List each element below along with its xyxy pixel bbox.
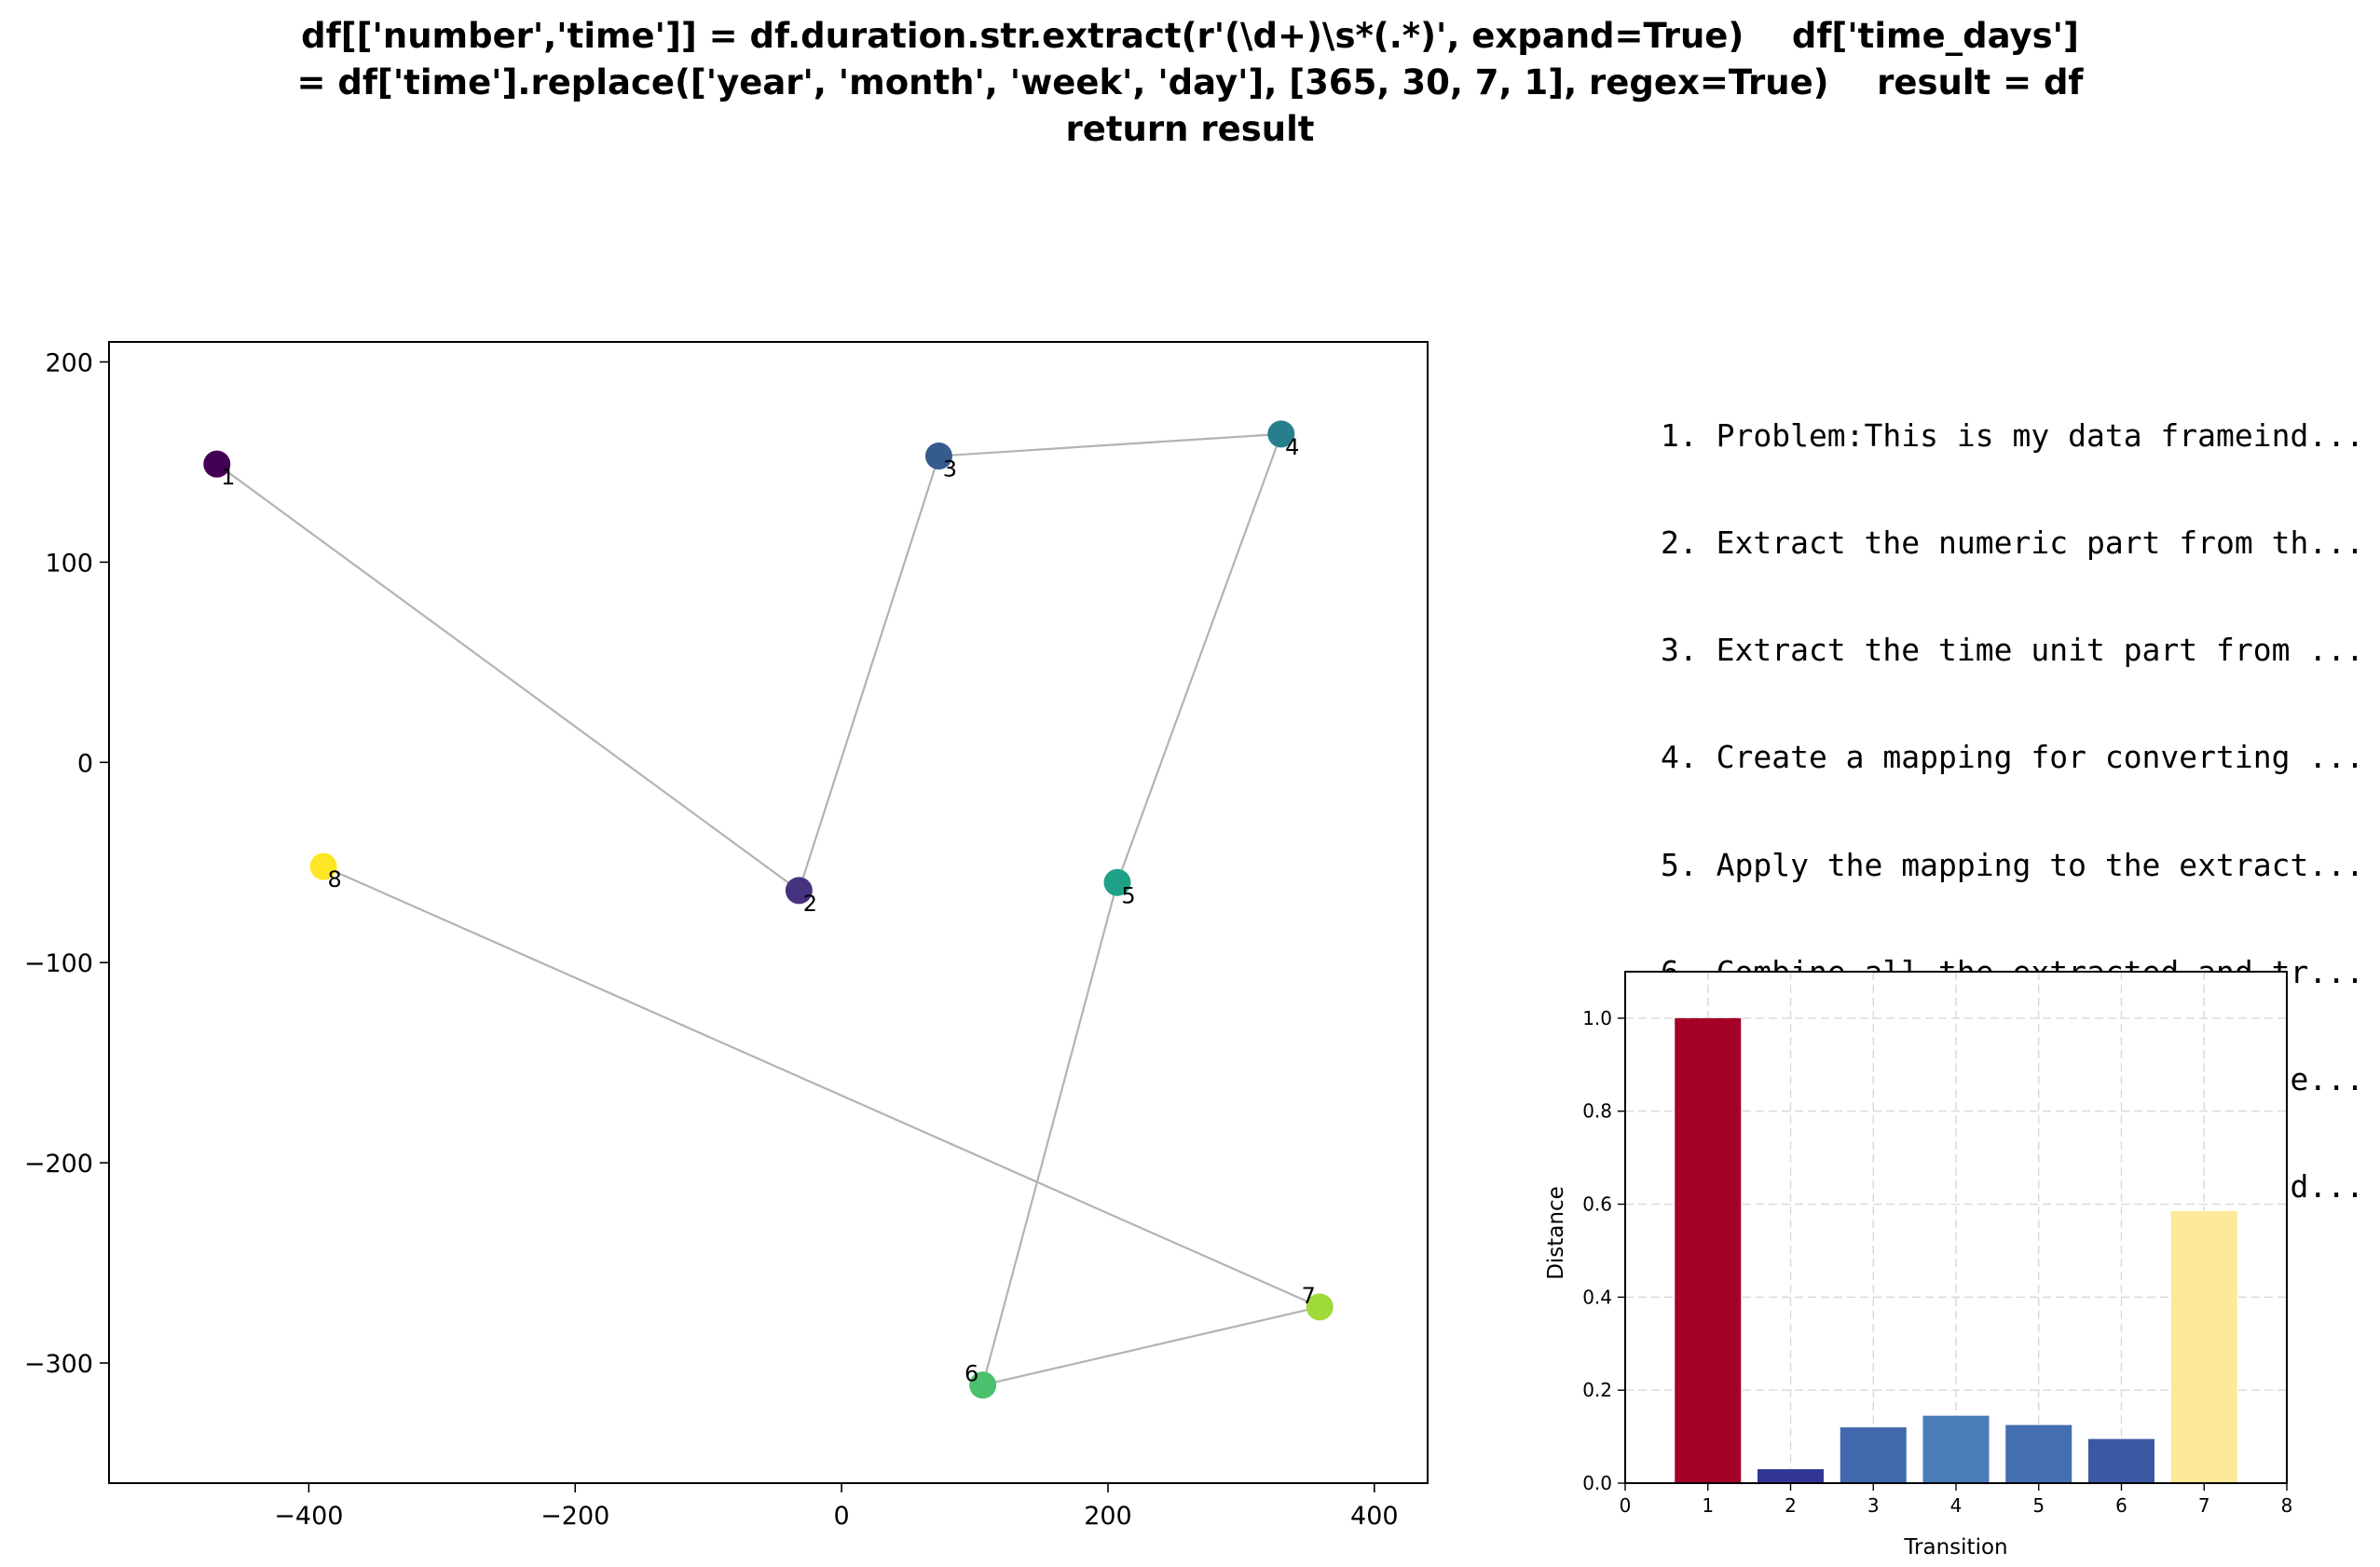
x-tick-label: 400 bbox=[1350, 1502, 1399, 1531]
point-label: 7 bbox=[1302, 1283, 1316, 1309]
point-label: 4 bbox=[1285, 434, 1299, 460]
y-tick-label: −300 bbox=[24, 1350, 93, 1379]
y-tick-label: 100 bbox=[45, 549, 93, 578]
x-tick-label: −400 bbox=[274, 1502, 343, 1531]
step-item: 4. Create a mapping for converting ... bbox=[1661, 739, 2364, 776]
point-marker bbox=[924, 443, 952, 470]
path-segment bbox=[981, 881, 1119, 1385]
figure-title-line: df[['number','time']] = df.duration.str.… bbox=[301, 16, 2079, 56]
x-tick-label: −200 bbox=[540, 1502, 609, 1531]
point-marker bbox=[1267, 420, 1295, 448]
step-item: 3. Extract the time unit part from ... bbox=[1661, 632, 2364, 669]
point-marker bbox=[309, 852, 337, 880]
path-segment bbox=[982, 1305, 1320, 1386]
point-label: 5 bbox=[1121, 882, 1135, 908]
path-segment bbox=[938, 432, 1281, 457]
point-marker bbox=[1306, 1293, 1334, 1321]
point-marker bbox=[785, 877, 813, 905]
step-item: 2. Extract the numeric part from th... bbox=[1661, 525, 2364, 562]
path-segment bbox=[322, 865, 1320, 1308]
point-marker bbox=[1103, 868, 1131, 896]
step-item: 1. Problem:This is my data frameind... bbox=[1661, 416, 2364, 454]
path-segment bbox=[798, 456, 940, 892]
point-label: 2 bbox=[803, 891, 817, 917]
point-label: 1 bbox=[221, 464, 235, 490]
x-tick-label: 200 bbox=[1084, 1502, 1132, 1531]
figure-title-line: = df['time'].replace(['year', 'month', '… bbox=[296, 62, 2084, 102]
point-marker bbox=[203, 450, 231, 478]
y-tick-label: −100 bbox=[24, 949, 93, 978]
step-item: 5. Apply the mapping to the extract... bbox=[1661, 846, 2364, 883]
figure-title-line: return result bbox=[1065, 109, 1315, 149]
point-label: 3 bbox=[943, 456, 957, 483]
x-tick-label: 0 bbox=[834, 1502, 850, 1531]
path-segment bbox=[1115, 433, 1282, 883]
path-segment bbox=[216, 463, 800, 892]
y-tick-label: 0 bbox=[77, 749, 93, 778]
plot-frame bbox=[108, 341, 1429, 1484]
y-tick-label: −200 bbox=[24, 1150, 93, 1179]
y-tick-label: 200 bbox=[45, 348, 93, 377]
point-label: 6 bbox=[964, 1361, 978, 1387]
point-marker bbox=[969, 1371, 997, 1399]
figure-title: df[['number','time']] = df.duration.str.… bbox=[0, 13, 2380, 153]
point-label: 8 bbox=[327, 866, 341, 893]
